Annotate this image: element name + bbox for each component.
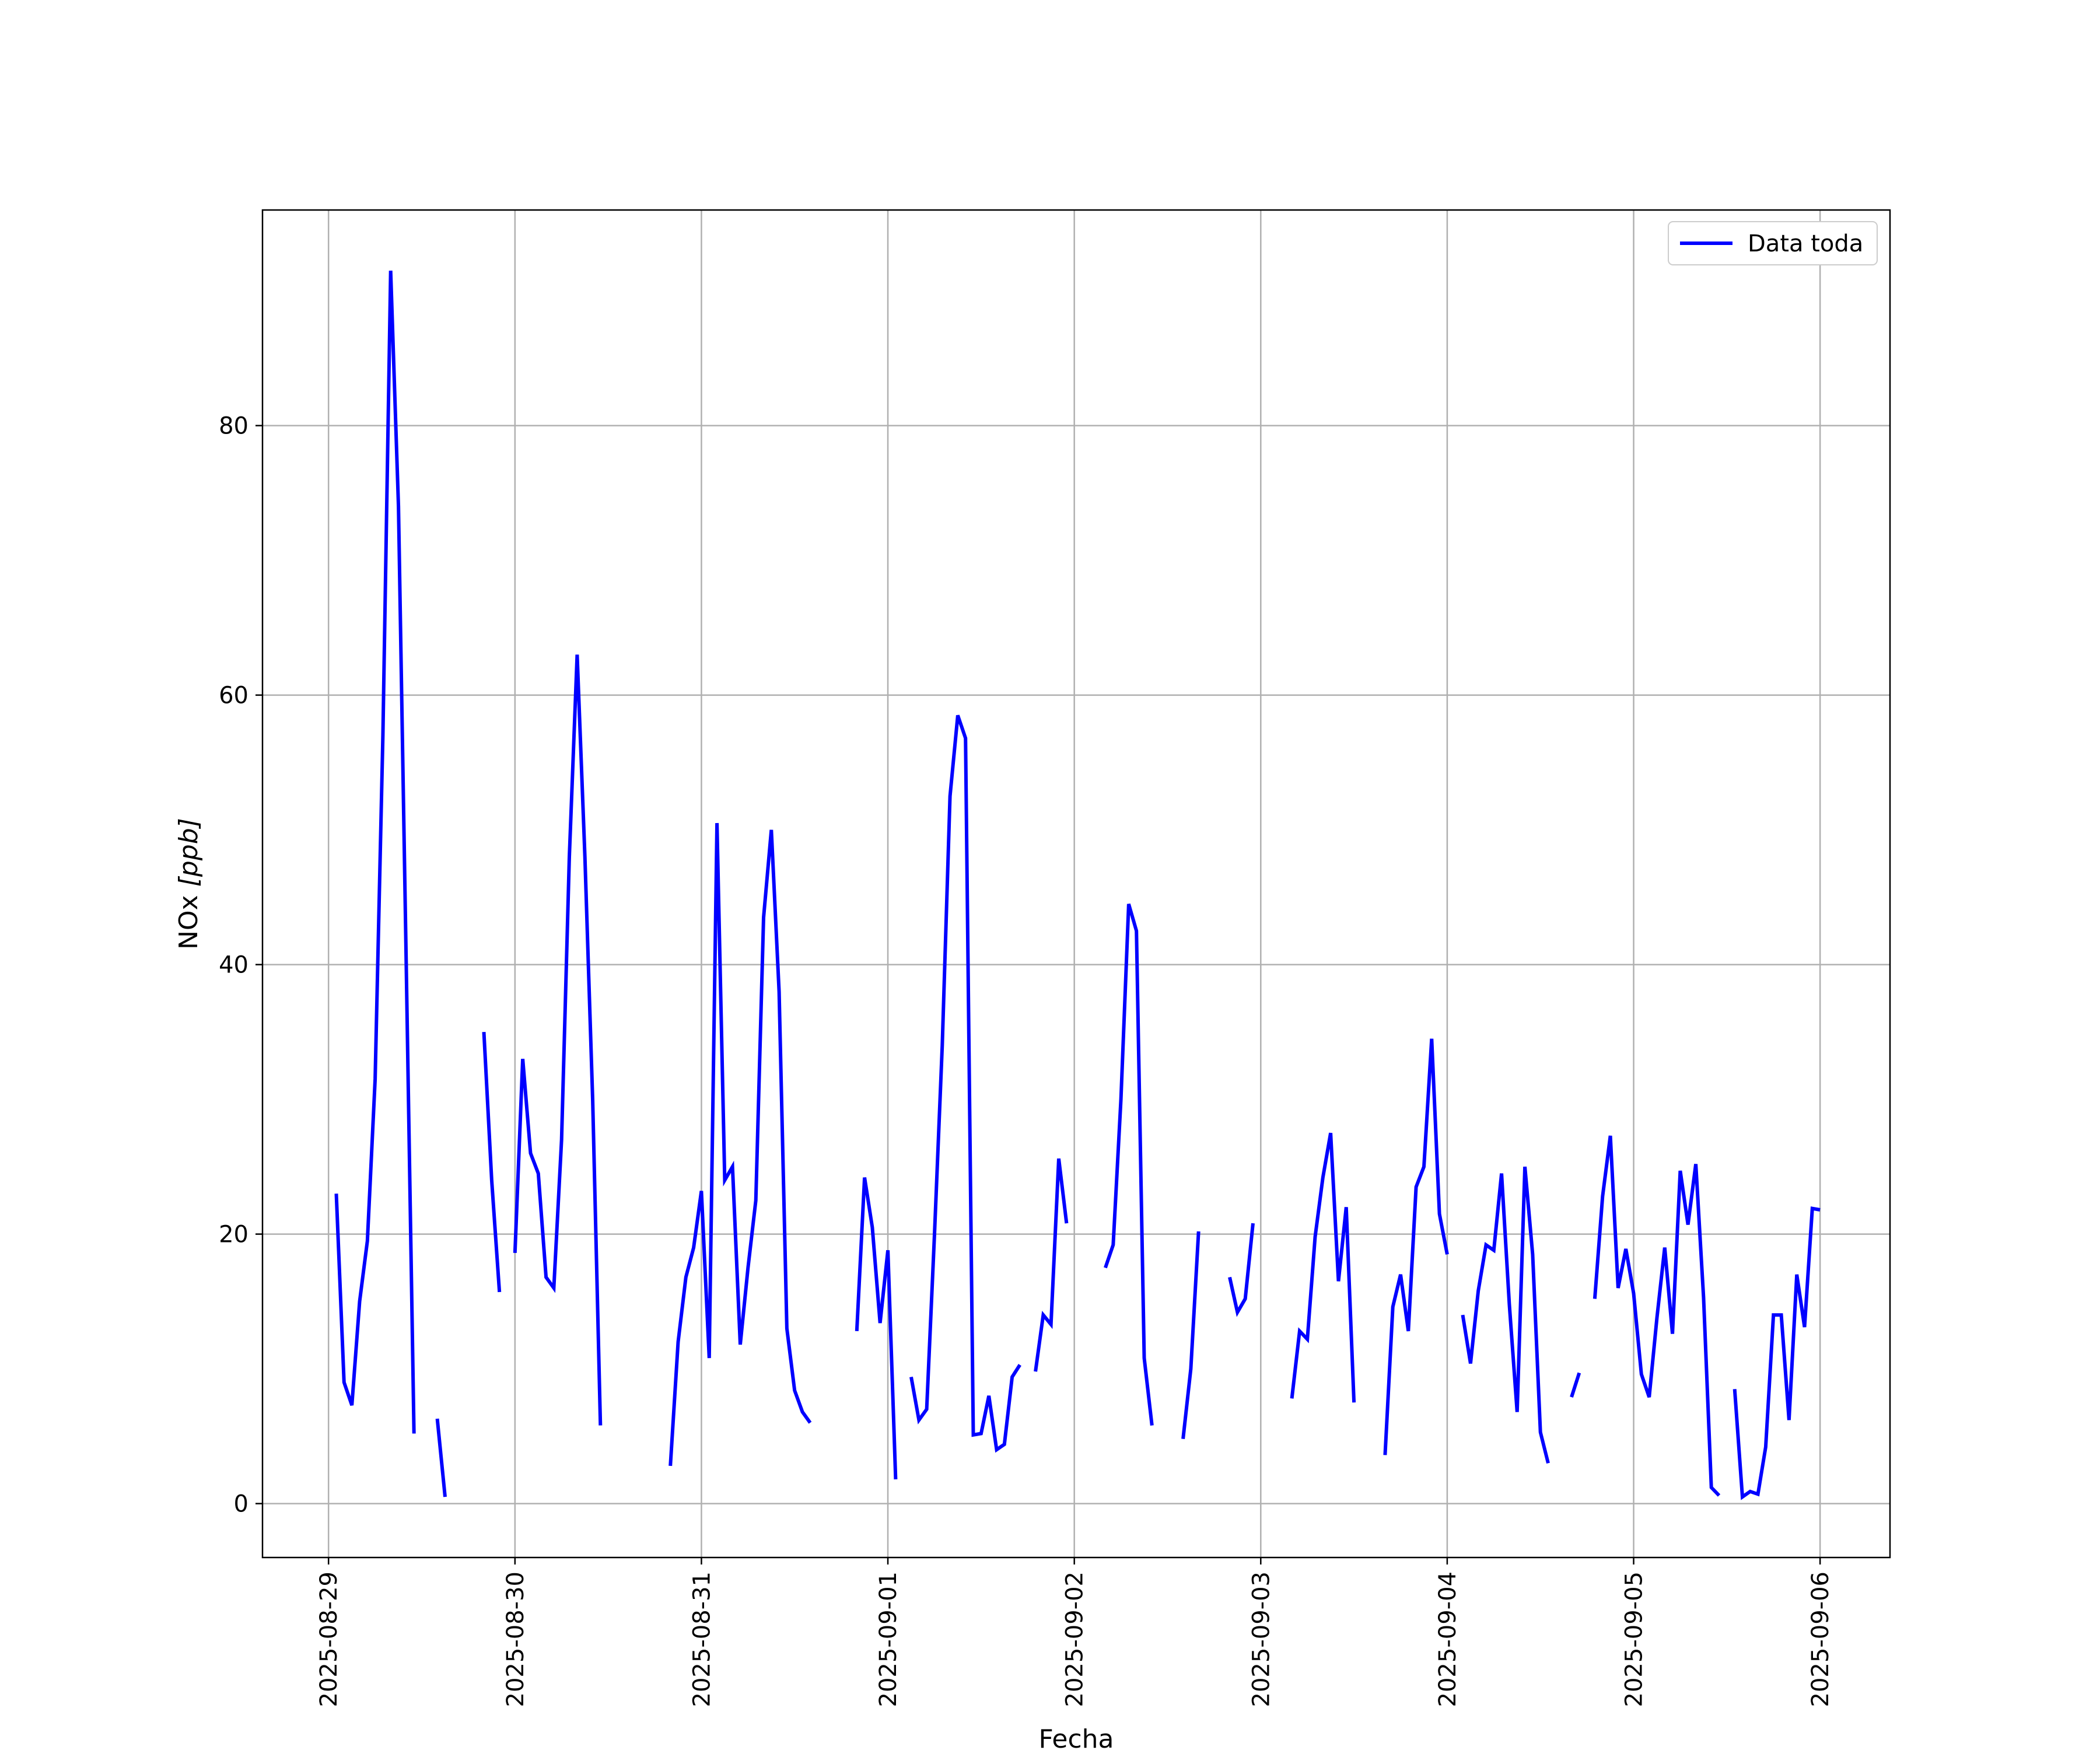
series-line-segment <box>482 1031 502 1293</box>
x-tick-label: 2025-08-30 <box>502 1572 529 1707</box>
x-tick-label: 2025-09-03 <box>1248 1572 1275 1707</box>
legend: Data toda <box>1668 221 1878 265</box>
series-line-segment <box>855 1177 898 1480</box>
x-tick-label: 2025-09-04 <box>1434 1572 1461 1707</box>
series-line-segment <box>1461 1166 1550 1464</box>
legend-series-label: Data toda <box>1748 230 1863 257</box>
x-tick-label: 2025-09-01 <box>875 1572 902 1707</box>
y-axis-ticks: 0 20 40 60 80 <box>219 413 262 1518</box>
grid <box>262 210 1890 1558</box>
legend-box <box>1668 221 1878 265</box>
x-tick-label: 2025-09-06 <box>1807 1572 1834 1707</box>
plot-frame <box>261 209 1891 1559</box>
y-axis-label-unit: [ppb] <box>174 818 204 887</box>
y-tick-label: 80 <box>219 413 249 440</box>
series-line-segment <box>1034 1158 1069 1372</box>
series-line-segment <box>668 822 812 1466</box>
x-tick-label: 2025-09-05 <box>1621 1572 1648 1707</box>
x-axis-ticks: 2025-08-29 2025-08-30 2025-08-31 2025-09-01… <box>316 1558 1834 1707</box>
series-line-segment <box>1104 903 1154 1426</box>
y-tick-label: 20 <box>219 1222 249 1248</box>
series-line-segment <box>1228 1223 1255 1317</box>
series-line-segment <box>1732 1206 1821 1500</box>
series-line-segment <box>513 654 603 1426</box>
y-tick-label: 60 <box>219 682 249 709</box>
plot-area <box>262 210 1890 1558</box>
series-line-segment <box>1570 1372 1581 1398</box>
series-line-segment <box>1592 1135 1721 1497</box>
series-line-segment <box>334 270 416 1434</box>
y-axis-label-main: NOx <box>174 887 204 950</box>
series-line-segment <box>1383 1038 1449 1455</box>
x-axis-label: Fecha <box>1038 1724 1114 1750</box>
x-tick-label: 2025-09-02 <box>1062 1572 1088 1707</box>
series-line-segment <box>435 1418 447 1497</box>
x-tick-label: 2025-08-31 <box>688 1572 715 1707</box>
y-axis-label: NOx [ppb] <box>174 818 204 950</box>
y-tick-label: 40 <box>219 952 249 979</box>
series-line-segment <box>1290 1132 1356 1403</box>
series-line-segment <box>1181 1231 1200 1440</box>
series-line-segment <box>909 715 1021 1453</box>
data-lines <box>334 270 1821 1500</box>
y-tick-label: 0 <box>234 1491 249 1518</box>
x-tick-label: 2025-08-29 <box>316 1572 342 1707</box>
